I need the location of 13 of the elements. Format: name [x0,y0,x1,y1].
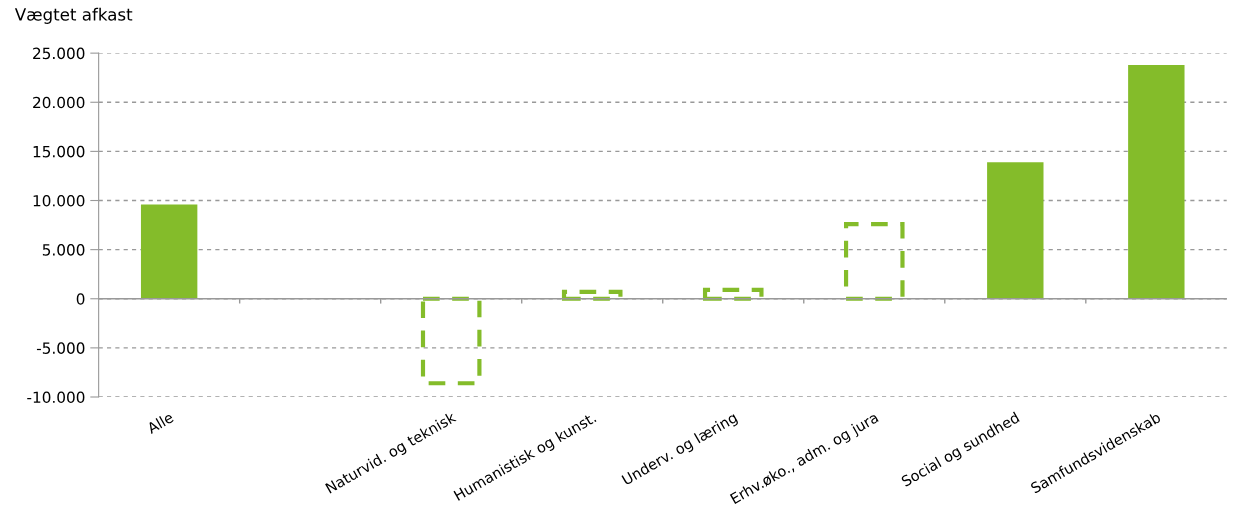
y-tick-label: 25.000 [33,47,85,60]
x-tick-label: Alle [145,411,175,435]
bar [987,162,1044,299]
y-tick-label: 20.000 [33,96,85,109]
y-axis-title: Vægtet afkast [14,7,133,24]
y-tick-label: 0 [76,293,85,305]
y-tick-label: 15.000 [33,145,85,158]
y-tick-label: 5.000 [42,244,85,256]
y-tick-label: -5.000 [36,342,85,354]
bar [140,204,198,299]
y-tick-label: 10.000 [33,194,85,207]
bar [1128,64,1185,299]
y-tick-label: -10.000 [27,391,85,404]
